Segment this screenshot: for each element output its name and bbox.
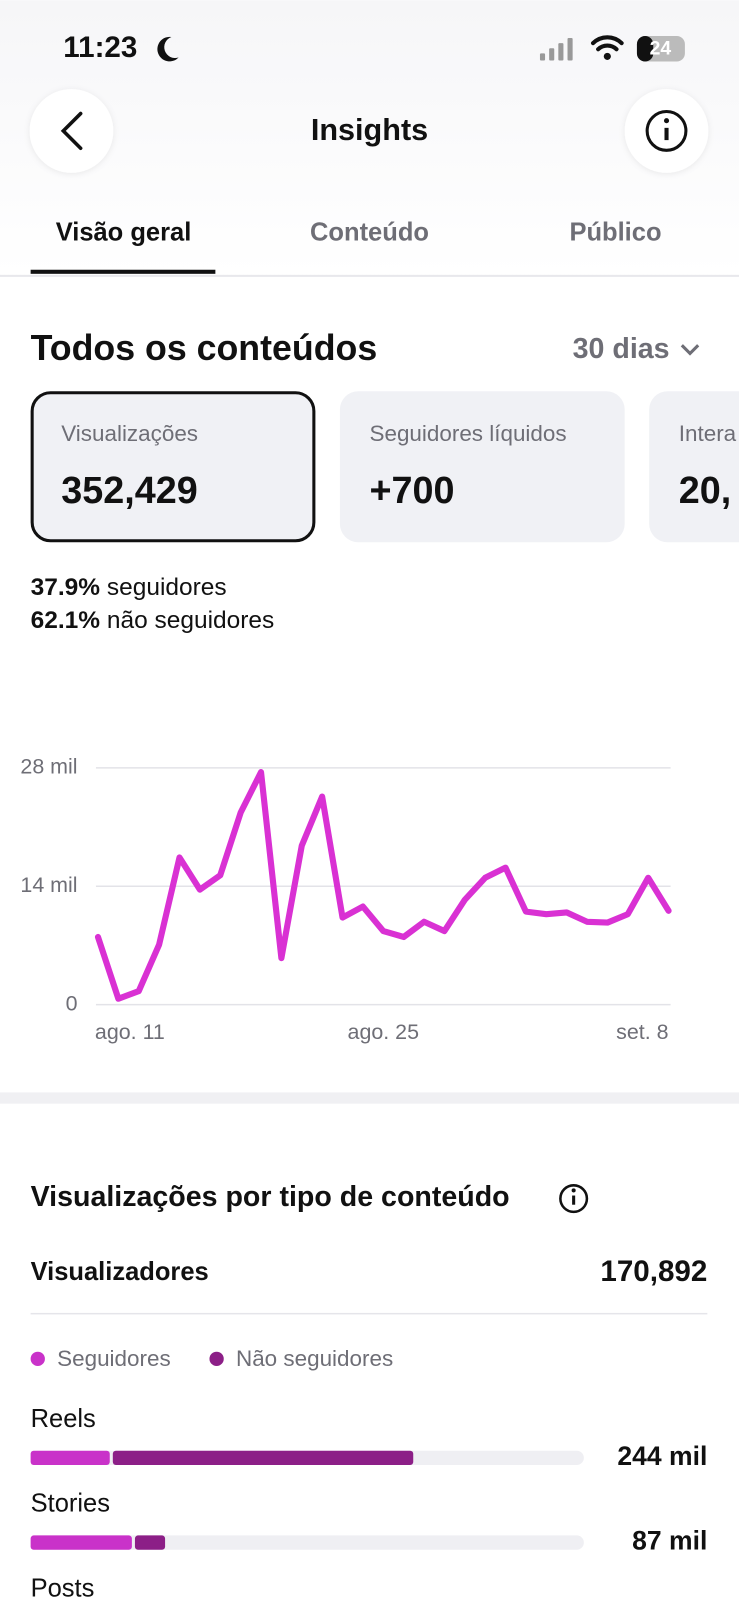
bar-segment xyxy=(30,1535,132,1550)
battery-text: 24 xyxy=(650,37,672,59)
metric-card[interactable] xyxy=(30,391,316,543)
viewers-value: 170,892 xyxy=(600,1255,707,1288)
info-icon[interactable] xyxy=(559,1184,589,1214)
info-icon-dot xyxy=(571,1188,576,1193)
total-label: 87 mil xyxy=(632,1526,707,1556)
bar-track xyxy=(30,1535,584,1550)
x-tick-label: set. 8 xyxy=(616,1020,668,1044)
tab[interactable]: Conteúdo xyxy=(310,219,429,247)
viewers-label: Visualizadores xyxy=(31,1258,209,1286)
line-series xyxy=(94,769,672,1002)
card-value: 352,429 xyxy=(61,470,197,512)
tab[interactable]: Visão geral xyxy=(56,219,192,247)
divider xyxy=(0,274,739,277)
split-line: 62.1% não seguidores xyxy=(31,607,275,634)
chevron xyxy=(680,344,700,356)
bar-chart: Seguidores Não seguidores Reels 244 mil Stor… xyxy=(31,1346,708,1600)
section-divider xyxy=(0,1092,739,1104)
card-label: Seguidores líquidos xyxy=(370,421,567,446)
wifi-icon xyxy=(590,35,624,52)
tab[interactable]: Público xyxy=(569,219,661,247)
split-value: 62.1% xyxy=(31,607,101,634)
card-label: Visualizações xyxy=(61,421,198,446)
bar-segment xyxy=(30,1450,110,1465)
card-value: +700 xyxy=(370,470,455,512)
moon-icon xyxy=(157,36,179,62)
category-label: Reels xyxy=(31,1405,96,1433)
split-line: 37.9% seguidores xyxy=(31,575,227,602)
total-label: 244 mil xyxy=(617,1441,707,1471)
bar-segment xyxy=(112,1450,414,1465)
wifi-dot xyxy=(603,52,611,60)
battery-level xyxy=(636,35,654,62)
x-tick-label: ago. 25 xyxy=(348,1020,420,1044)
info-icon-dot xyxy=(663,118,670,124)
info-icon-bar xyxy=(664,127,669,141)
metric-card[interactable] xyxy=(339,391,625,543)
back-icon xyxy=(60,111,83,151)
category-label: Stories xyxy=(31,1490,110,1518)
y-tick-label: 14 mil xyxy=(20,873,77,897)
legend-label: Não seguidores xyxy=(236,1346,393,1371)
tab-indicator xyxy=(30,269,216,274)
back-button[interactable] xyxy=(29,89,114,173)
split-value: 37.9% xyxy=(31,575,101,602)
signal-icon xyxy=(539,38,573,61)
breakdown-title: Visualizações por tipo de conteúdo xyxy=(31,1181,510,1213)
line-chart: 0 14 mil 28 mil ago. 11 ago. 25 set. 8 xyxy=(20,755,672,1044)
info-icon-bar xyxy=(572,1195,576,1205)
y-tick-label: 0 xyxy=(66,991,78,1015)
y-tick-label: 28 mil xyxy=(20,755,77,779)
period-selector[interactable]: 30 dias xyxy=(573,333,670,365)
bar-segment xyxy=(134,1535,166,1550)
legend-swatch xyxy=(209,1351,224,1366)
split-label: seguidores xyxy=(107,575,227,602)
legend-swatch xyxy=(30,1351,45,1366)
x-tick-label: ago. 11 xyxy=(95,1020,165,1044)
section-title: Todos os conteúdos xyxy=(31,328,378,368)
page-title: Insights xyxy=(311,113,428,147)
card-value: 20, xyxy=(679,470,731,512)
status-time: 11:23 xyxy=(63,31,137,64)
legend-label: Seguidores xyxy=(57,1346,171,1371)
split-label: não seguidores xyxy=(107,607,274,634)
info-icon xyxy=(645,109,688,152)
metric-card[interactable] xyxy=(649,391,739,543)
divider xyxy=(30,1312,708,1315)
category-label: Posts xyxy=(31,1574,95,1600)
card-label: Intera xyxy=(679,421,737,446)
